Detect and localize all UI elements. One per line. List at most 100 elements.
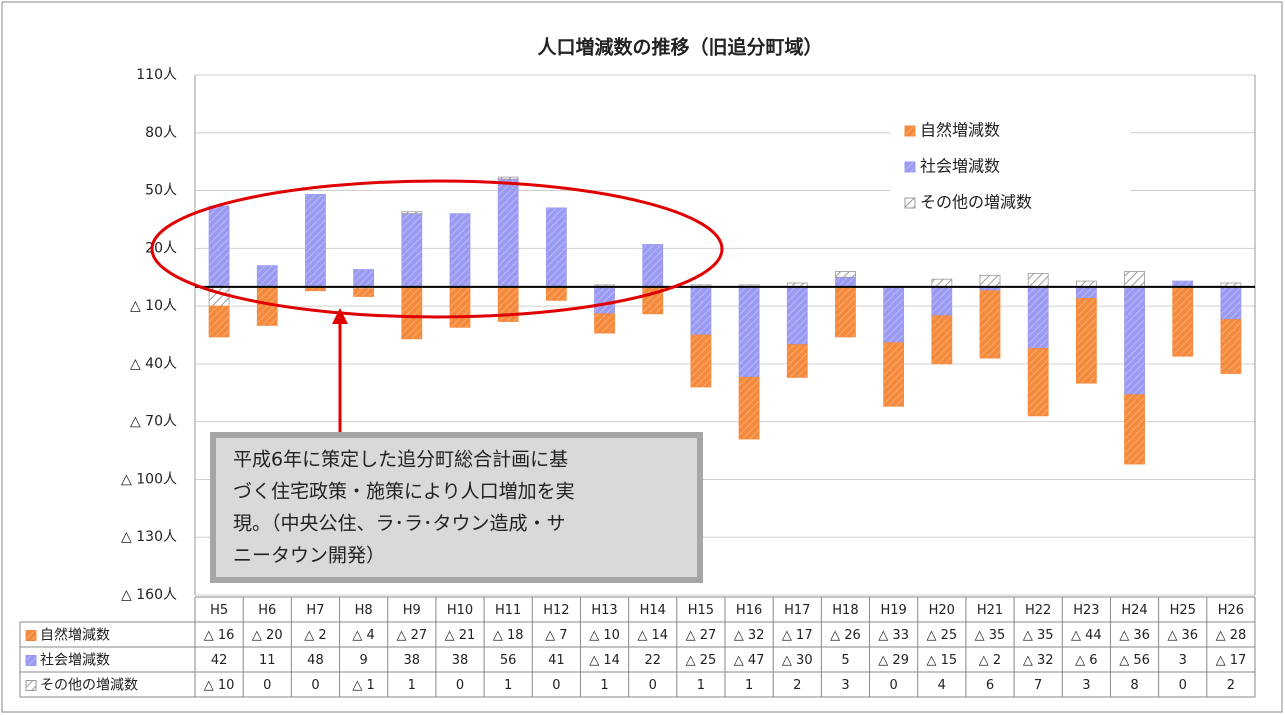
- table-cell: 1: [745, 678, 753, 693]
- bar: [642, 244, 664, 288]
- bar: [1124, 394, 1145, 465]
- annotation-box: [210, 432, 703, 583]
- table-cell: 0: [649, 678, 657, 693]
- bar: [1027, 272, 1049, 288]
- table-cell: 1: [697, 678, 705, 693]
- x-tick-label: H21: [977, 603, 1003, 618]
- bar: [1075, 298, 1097, 384]
- table-cell: △ 25: [686, 653, 717, 668]
- table-row-label: 社会増減数: [40, 652, 110, 669]
- bar: [786, 344, 808, 378]
- x-tick-label: H7: [306, 603, 324, 618]
- table-cell: △ 32: [1023, 653, 1054, 668]
- bar: [497, 178, 519, 288]
- x-tick-label: H6: [258, 603, 276, 618]
- table-cell: △ 44: [1071, 628, 1102, 643]
- bar: [497, 176, 519, 180]
- x-tick-label: H11: [495, 603, 521, 618]
- bar: [256, 265, 278, 288]
- table-cell: 1: [504, 678, 512, 693]
- table-cell: △ 36: [1167, 628, 1198, 643]
- bar: [835, 286, 856, 338]
- x-tick-label: H19: [880, 603, 906, 618]
- bar: [545, 286, 567, 301]
- table-cell: 41: [548, 653, 565, 668]
- table-cell: △ 36: [1119, 628, 1150, 643]
- table-cell: 3: [1082, 678, 1090, 693]
- x-tick-label: H17: [784, 603, 810, 618]
- table-cell: △ 47: [734, 653, 765, 668]
- x-tick-label: H9: [403, 603, 421, 618]
- bar: [690, 286, 712, 336]
- annotation-text: づく住宅政策・施策により人口増加を実: [233, 481, 575, 503]
- x-tick-label: H15: [688, 603, 714, 618]
- table-cell: △ 16: [204, 628, 235, 643]
- table-cell: △ 21: [445, 628, 476, 643]
- y-tick-label: △ 160人: [121, 587, 177, 603]
- arrow-head: [332, 308, 348, 324]
- bar: [1124, 271, 1145, 288]
- annotation-text: 現。（中央公住、ラ･ラ･タウン造成・サ: [233, 513, 566, 535]
- bar: [305, 194, 326, 288]
- table-cell: △ 15: [926, 653, 957, 668]
- table-legend-swatch: [25, 630, 37, 641]
- y-tick-label: 20人: [145, 240, 177, 256]
- bar: [545, 207, 567, 288]
- table-cell: △ 17: [782, 628, 813, 643]
- bar: [1075, 286, 1097, 299]
- bar: [738, 286, 760, 378]
- bar: [208, 305, 230, 338]
- y-tick-label: △ 40人: [130, 356, 177, 372]
- table-cell: △ 10: [589, 628, 620, 643]
- table-cell: △ 56: [1119, 653, 1150, 668]
- legend-background: [890, 112, 1130, 222]
- annotation-text: ニータウン開発）: [233, 545, 385, 567]
- table-legend-swatch: [25, 680, 37, 691]
- table-legend-swatch: [25, 655, 37, 666]
- table-row-label: 自然増減数: [40, 627, 110, 644]
- bar: [931, 278, 953, 288]
- legend-label: 自然増減数: [920, 121, 1000, 140]
- table-cell: △ 2: [979, 653, 1001, 668]
- bar: [835, 276, 856, 288]
- y-tick-label: △ 10人: [130, 298, 177, 314]
- legend-swatch: [904, 161, 916, 173]
- table-cell: △ 35: [975, 628, 1006, 643]
- table-cell: △ 29: [878, 653, 909, 668]
- bar: [835, 271, 856, 278]
- bar: [401, 213, 423, 288]
- table-cell: 48: [307, 653, 324, 668]
- bar: [1027, 348, 1049, 417]
- y-tick-label: △ 100人: [121, 471, 177, 487]
- table-cell: △ 18: [493, 628, 524, 643]
- table-cell: 0: [263, 678, 271, 693]
- y-tick-label: 110人: [136, 67, 177, 83]
- table-cell: 4: [938, 678, 946, 693]
- x-tick-label: H25: [1170, 603, 1196, 618]
- bar: [1124, 286, 1145, 396]
- bar: [594, 313, 615, 334]
- bar: [786, 286, 808, 346]
- table-cell: 0: [311, 678, 319, 693]
- bar: [883, 286, 905, 344]
- table-cell: 38: [452, 653, 469, 668]
- bar: [883, 342, 905, 407]
- annotation-text: 平成6年に策定した追分町総合計画に基: [233, 449, 568, 471]
- legend-swatch: [904, 125, 916, 137]
- x-tick-label: H24: [1121, 603, 1147, 618]
- legend-label: 社会増減数: [920, 157, 1000, 176]
- table-cell: 6: [986, 678, 994, 693]
- bar: [1172, 286, 1194, 357]
- table-cell: △ 10: [204, 678, 235, 693]
- annotation: 平成6年に策定した追分町総合計画に基づく住宅政策・施策により人口増加を実現。（中…: [233, 449, 575, 567]
- bar: [979, 274, 1001, 288]
- table-cell: 56: [500, 653, 517, 668]
- x-tick-label: H5: [210, 603, 228, 618]
- table-cell: △ 1: [352, 678, 374, 693]
- table-cell: 3: [1179, 653, 1187, 668]
- table-cell: 2: [1227, 678, 1235, 693]
- table-cell: △ 28: [1216, 628, 1247, 643]
- y-tick-label: △ 70人: [130, 414, 177, 430]
